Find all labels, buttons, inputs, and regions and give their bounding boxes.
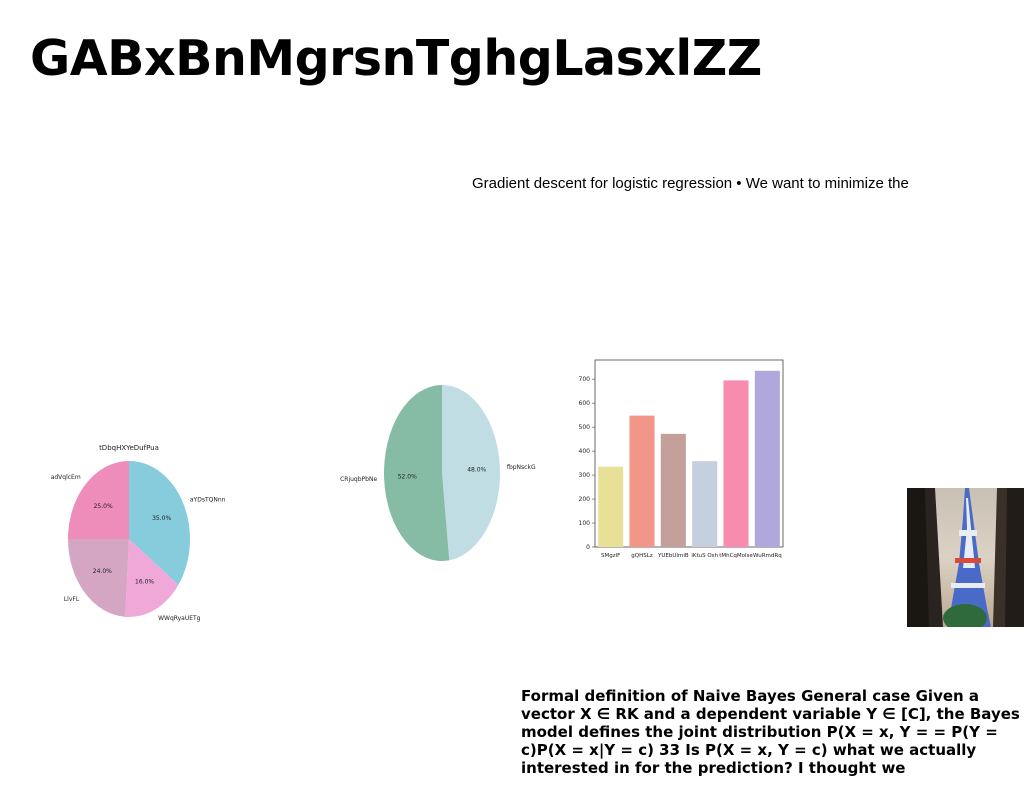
pie-title: tDbqHXYeDufPua	[99, 444, 159, 452]
slide-title: GABxBnMgrsnTghgLasxlZZ	[30, 30, 762, 87]
pie-slice-label: LlvFL	[64, 596, 80, 603]
bar	[692, 461, 718, 547]
bar	[754, 370, 780, 547]
pie-pct-label: 24.0%	[93, 568, 112, 575]
y-tick-label: 600	[579, 400, 591, 407]
pie-pct-label: 48.0%	[467, 467, 486, 474]
slide-subtitle: Gradient descent for logistic regression…	[472, 175, 909, 192]
pie-slice-label: fbpNsckG	[507, 464, 536, 471]
y-tick-label: 700	[579, 376, 591, 383]
x-tick-label: tMhCqMolse	[719, 553, 753, 559]
y-tick-label: 0	[586, 544, 590, 551]
pie-slice	[442, 385, 501, 561]
x-tick-label: WuRmdRq	[753, 553, 782, 559]
pie-pct-label: 25.0%	[94, 503, 113, 510]
y-tick-label: 400	[579, 448, 591, 455]
bar-chart: 0 100 200 300 400 500 600 700 SMgzlF gQHSLz YUEbUI…	[579, 359, 784, 559]
pie-slice	[68, 461, 129, 539]
y-tick-label: 100	[579, 520, 591, 527]
bar	[598, 466, 624, 547]
pie-chart-2: 48.0% fbpNsckG 52.0% CRjuqbPbNe	[340, 385, 536, 561]
pie-slice-label: adVqlcEm	[51, 474, 81, 481]
pie-slice	[384, 385, 450, 561]
pie-slice	[125, 539, 179, 617]
pie-chart-1: tDbqHXYeDufPua 35.0% aYDsTQNnn 16.0% WWqRyaU…	[51, 444, 226, 622]
y-tick-label: 500	[579, 424, 591, 431]
pie-pct-label: 52.0%	[398, 473, 417, 480]
x-tick-label: SMgzlF	[601, 553, 620, 559]
pie-slice	[129, 461, 190, 585]
plot-frame	[594, 359, 784, 548]
pie-slice-label: aYDsTQNnn	[190, 496, 226, 503]
x-tick-label: YUEbUImiB	[657, 553, 689, 559]
bar	[629, 415, 655, 547]
bar	[723, 380, 749, 547]
pie-slice-label: CRjuqbPbNe	[340, 476, 377, 483]
tokyo-tower-photo	[907, 488, 1024, 632]
y-tick-label: 300	[579, 472, 591, 479]
x-tick-label: iKtuS Osh	[691, 553, 718, 559]
pie-pct-label: 35.0%	[152, 515, 171, 522]
pie-pct-label: 16.0%	[135, 578, 154, 585]
y-tick-label: 200	[579, 496, 591, 503]
x-tick-label: gQHSLz	[631, 553, 653, 559]
bar	[660, 433, 686, 547]
pie-slice-label: WWqRyaUETg	[158, 615, 201, 622]
slide-body-text: Formal definition of Naive Bayes General…	[521, 687, 1020, 777]
pie-slice	[68, 539, 129, 617]
